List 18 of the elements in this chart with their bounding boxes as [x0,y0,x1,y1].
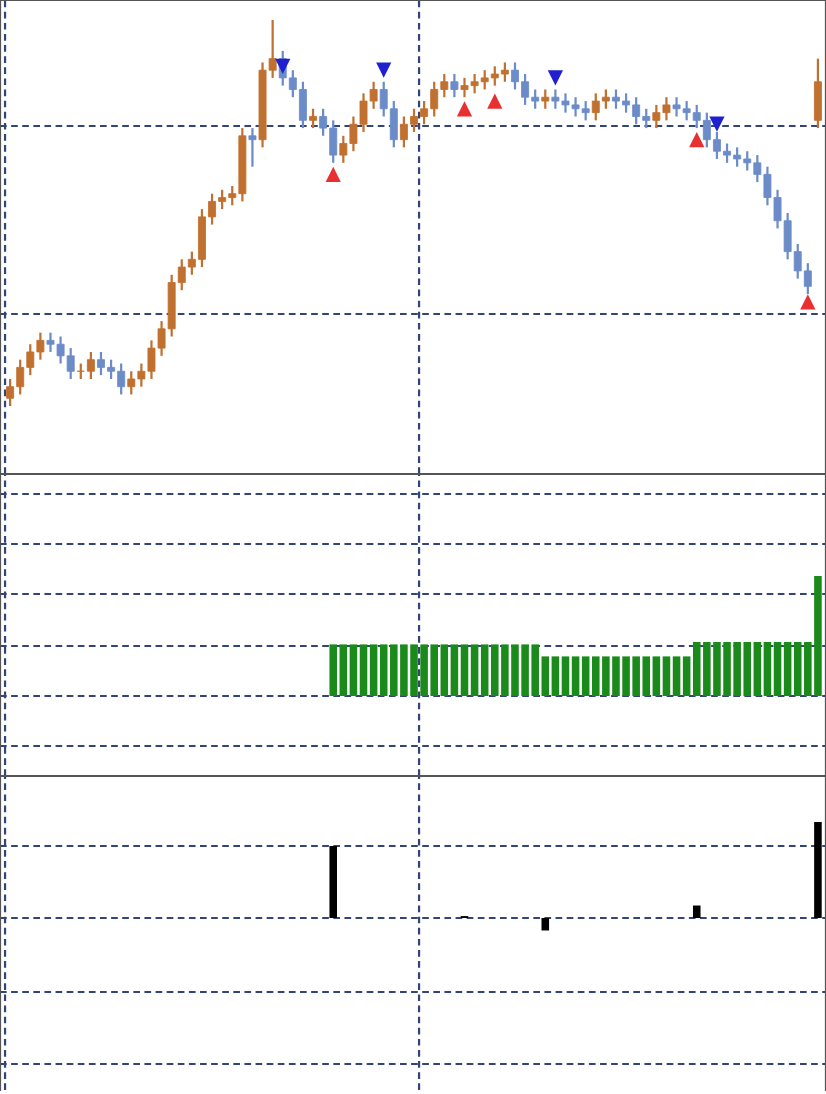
candlestick [541,88,550,110]
point [275,58,291,74]
point [800,294,816,310]
bar [541,918,550,931]
candlestick [248,126,257,168]
bar [692,905,701,918]
candlestick [309,107,317,130]
point [325,166,341,183]
point [709,116,725,132]
bar [329,846,338,918]
point [547,70,563,86]
candlestick [450,72,459,99]
candlestick [813,57,822,130]
point [689,132,705,148]
point [487,93,503,109]
point [376,62,392,78]
bar [814,822,822,918]
point [456,101,473,117]
